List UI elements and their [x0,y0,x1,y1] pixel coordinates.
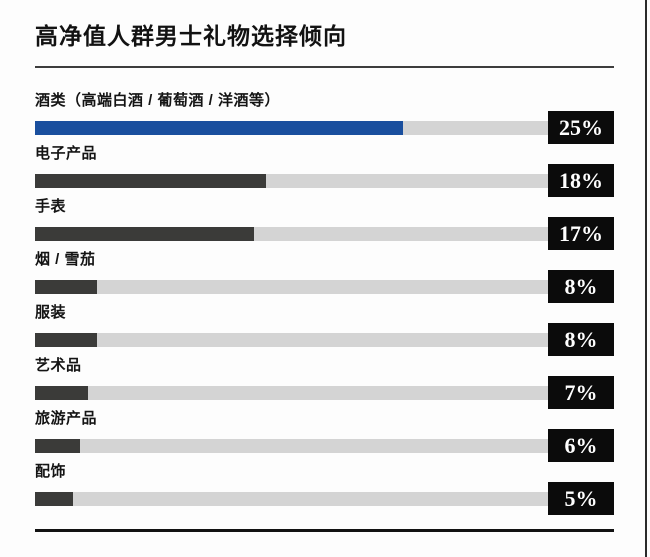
bar-fill [35,332,98,347]
bar-line: 18% [35,164,614,197]
bar-row: 服装 8% [35,304,614,356]
value-badge: 6% [548,429,614,462]
category-label: 电子产品 [35,145,98,162]
title-divider [35,66,614,68]
bar-fill [35,279,98,294]
category-label: 酒类（高端白酒 / 葡萄酒 / 洋酒等） [35,92,281,109]
category-label: 旅游产品 [35,410,98,427]
chart-title: 高净值人群男士礼物选择倾向 [35,23,347,49]
value-badge: 25% [548,111,614,144]
bar-track [35,385,548,400]
bar-line: 5% [35,482,614,515]
bar-track [35,332,548,347]
bar-fill [35,385,88,400]
bar-track [35,173,548,188]
category-label: 手表 [35,198,67,215]
chart-area: 高净值人群男士礼物选择倾向 酒类（高端白酒 / 葡萄酒 / 洋酒等） 25% 电… [35,0,614,532]
bar-track [35,120,548,135]
bar-row: 烟 / 雪茄 8% [35,251,614,303]
bar-line: 6% [35,429,614,462]
category-label: 烟 / 雪茄 [35,251,96,268]
bar-line: 8% [35,323,614,356]
value-badge: 8% [548,270,614,303]
category-label: 配饰 [35,463,67,480]
value-badge: 8% [548,323,614,356]
bottom-divider [35,529,614,532]
value-badge: 7% [548,376,614,409]
value-badge: 18% [548,164,614,197]
bar-line: 17% [35,217,614,250]
bar-row: 艺术品 7% [35,357,614,409]
bar-fill [35,120,403,135]
bar-line: 8% [35,270,614,303]
bar-fill [35,173,266,188]
bar-row: 电子产品 18% [35,145,614,197]
bar-fill [35,438,81,453]
bar-row: 配饰 5% [35,463,614,515]
category-label: 艺术品 [35,357,82,374]
value-badge: 17% [548,217,614,250]
bar-chart: 酒类（高端白酒 / 葡萄酒 / 洋酒等） 25% 电子产品 18% 手表 17%… [35,92,614,515]
bar-track [35,226,548,241]
bar-line: 25% [35,111,614,144]
bar-track [35,438,548,453]
bar-track [35,279,548,294]
bar-row: 旅游产品 6% [35,410,614,462]
category-label: 服装 [35,304,67,321]
bar-fill [35,491,73,506]
bar-fill [35,226,255,241]
value-badge: 5% [548,482,614,515]
bar-row: 酒类（高端白酒 / 葡萄酒 / 洋酒等） 25% [35,92,614,144]
page-right-edge [645,0,647,557]
bar-track [35,491,548,506]
bar-row: 手表 17% [35,198,614,250]
bar-line: 7% [35,376,614,409]
